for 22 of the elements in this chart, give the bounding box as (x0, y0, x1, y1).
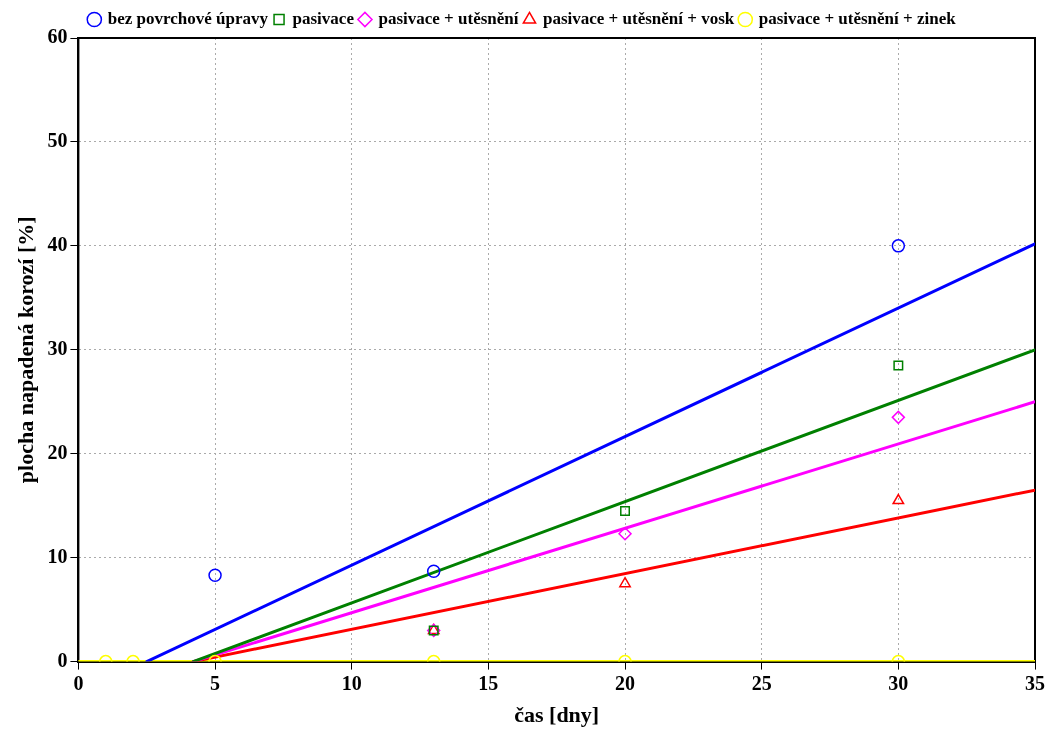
x-tick-label: 25 (751, 671, 772, 694)
legend-label: pasivace (292, 8, 355, 28)
x-axis-title: čas [dny] (514, 702, 600, 728)
y-tick-label: 40 (47, 233, 68, 256)
y-tick-label: 60 (47, 25, 68, 48)
y-tick-label: 10 (47, 544, 68, 567)
y-tick-label: 0 (57, 648, 68, 671)
x-tick-label: 5 (210, 671, 221, 694)
x-tick-label: 15 (478, 671, 499, 694)
x-tick-label: 20 (615, 671, 636, 694)
legend-label: pasivace + utěsnění (378, 8, 519, 28)
x-tick-label: 30 (888, 671, 909, 694)
y-tick-label: 50 (47, 129, 68, 152)
legend-label: bez povrchové úpravy (107, 8, 269, 28)
x-tick-label: 0 (73, 671, 84, 694)
legend-label: pasivace + utěsnění + vosk (542, 8, 735, 28)
y-axis-title: plocha napadená korozí [%] (12, 216, 38, 484)
legend-label: pasivace + utěsnění + zinek (758, 8, 957, 28)
x-tick-label: 10 (341, 671, 362, 694)
x-tick-label: 35 (1025, 671, 1045, 694)
y-tick-label: 30 (47, 336, 68, 359)
y-tick-label: 20 (47, 440, 68, 463)
